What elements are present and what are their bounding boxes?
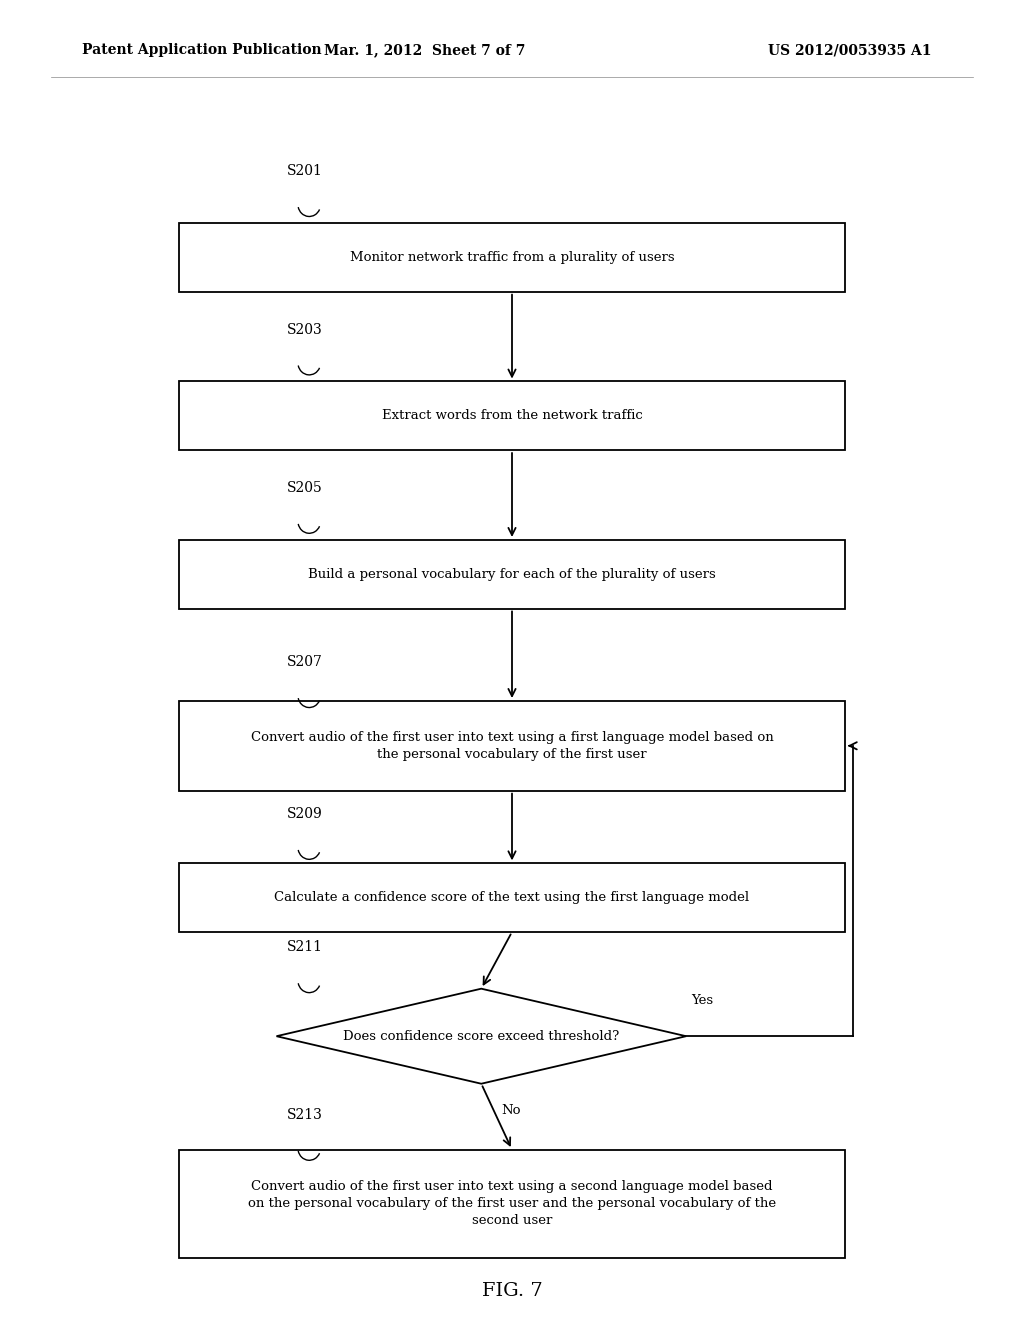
Text: Convert audio of the first user into text using a second language model based
on: Convert audio of the first user into tex… [248,1180,776,1228]
Text: S207: S207 [287,655,323,669]
Text: S211: S211 [287,940,323,954]
FancyBboxPatch shape [179,223,845,292]
FancyBboxPatch shape [179,381,845,450]
Text: Does confidence score exceed threshold?: Does confidence score exceed threshold? [343,1030,620,1043]
Text: US 2012/0053935 A1: US 2012/0053935 A1 [768,44,932,57]
Text: Extract words from the network traffic: Extract words from the network traffic [382,409,642,422]
Text: S213: S213 [287,1107,323,1122]
Polygon shape [276,989,686,1084]
Text: Calculate a confidence score of the text using the first language model: Calculate a confidence score of the text… [274,891,750,904]
FancyBboxPatch shape [179,863,845,932]
FancyBboxPatch shape [179,701,845,791]
Text: Build a personal vocabulary for each of the plurality of users: Build a personal vocabulary for each of … [308,568,716,581]
Text: S209: S209 [287,807,323,821]
FancyBboxPatch shape [179,1150,845,1258]
Text: Convert audio of the first user into text using a first language model based on
: Convert audio of the first user into tex… [251,731,773,760]
Text: FIG. 7: FIG. 7 [481,1282,543,1300]
Text: No: No [502,1104,521,1117]
FancyBboxPatch shape [179,540,845,609]
Text: S205: S205 [287,480,323,495]
Text: S201: S201 [287,164,323,178]
Text: S203: S203 [287,322,323,337]
Text: Monitor network traffic from a plurality of users: Monitor network traffic from a plurality… [349,251,675,264]
Text: Yes: Yes [691,994,714,1007]
Text: Patent Application Publication: Patent Application Publication [82,44,322,57]
Text: Mar. 1, 2012  Sheet 7 of 7: Mar. 1, 2012 Sheet 7 of 7 [325,44,525,57]
